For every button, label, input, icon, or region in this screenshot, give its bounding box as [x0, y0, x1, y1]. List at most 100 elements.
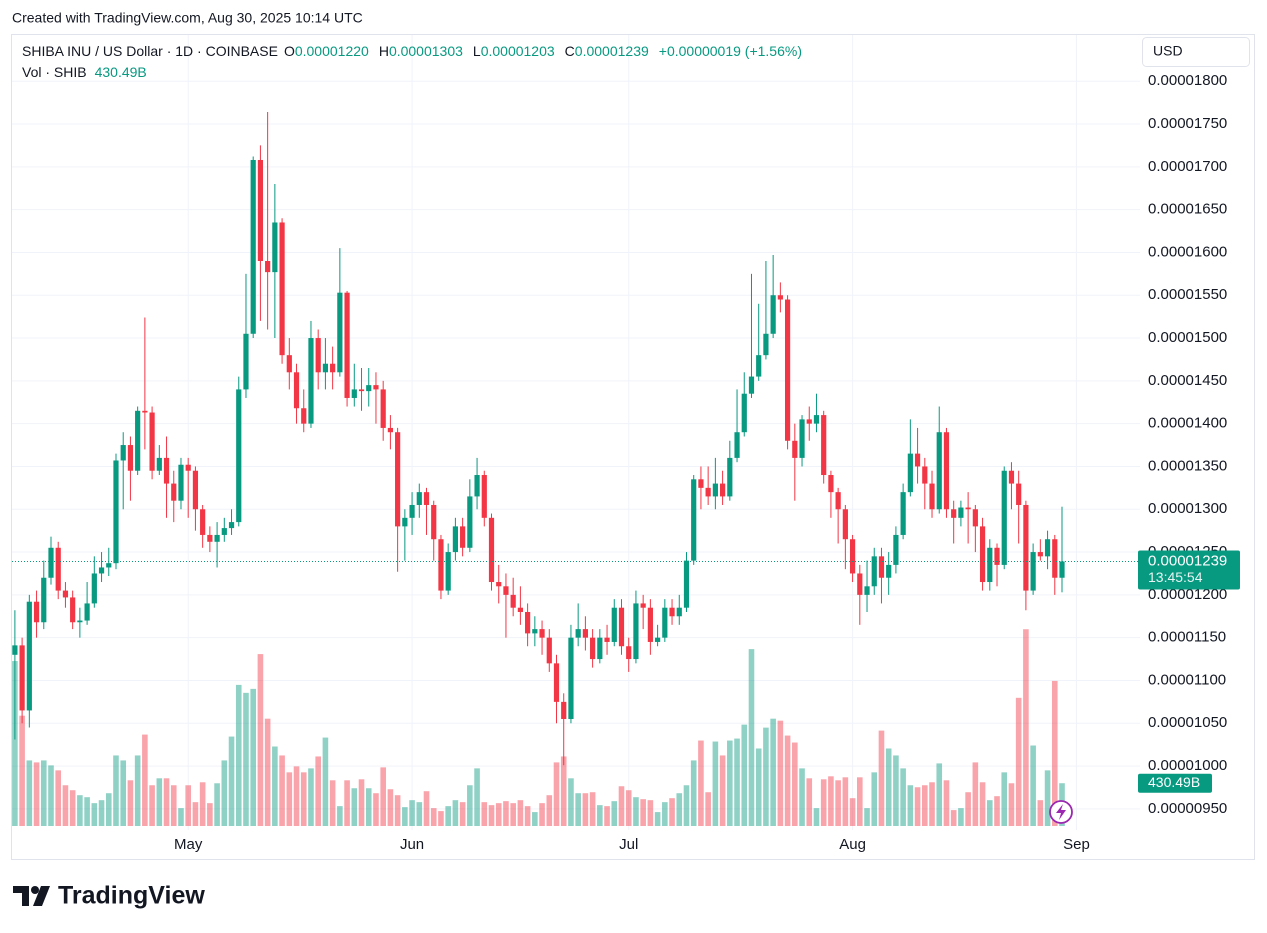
volume-bar: [582, 793, 589, 826]
candle-body: [366, 385, 372, 392]
candle-body: [951, 509, 957, 518]
candle-body: [849, 539, 856, 574]
volume-bar: [48, 765, 54, 826]
candle-body: [431, 504, 437, 540]
candle-body: [539, 629, 545, 638]
candle-body: [683, 560, 690, 608]
volume-bar: [430, 808, 437, 826]
x-tick-label: Jul: [619, 836, 638, 853]
logo-mark: [13, 886, 50, 906]
volume-bar: [842, 777, 849, 826]
candle-body: [127, 445, 134, 471]
y-tick-label: 0.00001300: [1148, 500, 1227, 517]
candle-body: [250, 159, 256, 334]
volume-bar: [618, 786, 625, 826]
candle-body: [979, 526, 986, 583]
candle-body: [308, 338, 314, 424]
volume-bar: [907, 785, 914, 826]
volume-bar: [228, 736, 235, 826]
volume-bar: [394, 795, 401, 826]
volume-bar: [1044, 770, 1051, 826]
candle-body: [1023, 504, 1029, 591]
volume-bar: [163, 778, 170, 826]
candle-body: [647, 607, 653, 642]
candle-body: [756, 355, 762, 377]
candle-body: [322, 363, 329, 373]
volume-bar: [813, 808, 820, 826]
volume-bar: [835, 780, 841, 826]
candle-body: [265, 261, 271, 273]
currency-box[interactable]: [1142, 37, 1250, 67]
candle-body: [243, 333, 249, 390]
x-tick-label: Sep: [1063, 836, 1090, 853]
candle-body: [741, 393, 747, 433]
candle-body: [351, 389, 357, 398]
candle-body: [1030, 552, 1036, 591]
candle-body: [26, 601, 32, 711]
candle-body: [698, 479, 704, 488]
candle-body: [640, 603, 646, 608]
candle-body: [691, 479, 697, 561]
volume-bar: [864, 808, 870, 826]
volume-bar: [950, 810, 957, 826]
volume-bar: [755, 748, 762, 826]
x-tick-label: Jun: [400, 836, 424, 853]
volume-bar: [849, 798, 856, 826]
candle-body: [914, 453, 921, 467]
currency: USD: [1153, 43, 1183, 59]
volume-bar: [943, 780, 950, 826]
volume-bar: [806, 778, 813, 826]
candle-body: [228, 522, 235, 529]
candle-body: [597, 637, 603, 660]
candle-body: [503, 586, 509, 595]
volume-bar: [235, 684, 242, 826]
y-tick-label: 0.00001100: [1148, 671, 1226, 688]
candle-body: [409, 504, 415, 518]
volume-bar: [91, 803, 98, 826]
candle-body: [532, 629, 538, 634]
axis-layer: 0.00000950 0.00001000 0.00001050 0.00001100…: [12, 72, 1240, 853]
candle-body: [84, 603, 90, 621]
candle-body: [163, 457, 170, 484]
volume-bar: [979, 782, 986, 826]
legend-value: 0.00001303: [388, 43, 463, 59]
volume-bar: [279, 755, 285, 826]
volume-bar: [185, 785, 192, 826]
candle-body: [221, 528, 227, 535]
volume-bar: [719, 755, 726, 826]
y-tick-label: 0.00001050: [1148, 714, 1227, 731]
volume-bar: [452, 800, 459, 826]
candle-body: [330, 363, 336, 373]
candle-body: [142, 410, 148, 413]
candle-body: [185, 464, 191, 471]
volume-bar: [120, 760, 127, 826]
candle-body: [590, 637, 596, 660]
candle-body: [972, 509, 978, 527]
candle-body: [987, 547, 993, 583]
volume-bar: [402, 807, 408, 826]
volume-bar: [170, 785, 177, 826]
candle-body: [257, 159, 264, 261]
volume-bar: [272, 746, 278, 826]
volume-title: Vol · SHIB: [22, 64, 87, 80]
legend-key: L: [472, 43, 481, 59]
candle-body: [604, 637, 610, 642]
candle-body: [546, 637, 552, 664]
candle-body: [438, 539, 444, 591]
volume-bar: [98, 800, 105, 826]
candle-body: [207, 534, 213, 542]
volume-bar: [532, 812, 538, 826]
candle-body: [113, 460, 119, 564]
candle-body: [387, 427, 394, 433]
candle-body: [719, 483, 726, 497]
volume-bar: [936, 763, 943, 826]
candle-body: [1008, 470, 1015, 484]
candle-body: [488, 517, 495, 583]
volume-bar: [351, 788, 358, 826]
y-tick-label: 0.00001350: [1148, 457, 1227, 474]
candle-body: [1052, 539, 1058, 578]
volume-bar: [409, 800, 415, 826]
volume-bar: [503, 801, 509, 826]
candle-body: [943, 432, 950, 510]
volume-bar: [105, 793, 112, 826]
